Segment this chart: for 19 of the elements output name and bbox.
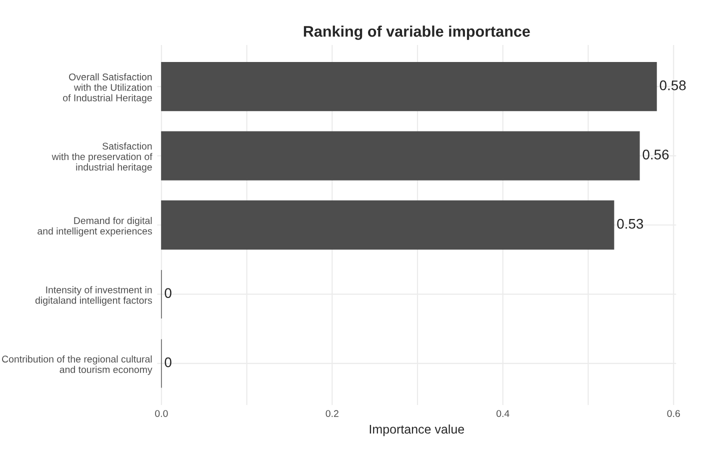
data-label: 0: [164, 288, 172, 298]
data-label: 0.58: [660, 80, 686, 90]
y-tick-label: Overall Satisfaction with the Utilization of Industrial Heritage: [63, 73, 152, 104]
x-tick-label: 0.2: [326, 410, 338, 417]
bar: [161, 200, 614, 250]
y-tick-label: Satisfaction with the preservation of industrial heritage: [52, 142, 152, 172]
data-label: 0.56: [642, 150, 669, 160]
x-axis-title: Importance value: [370, 424, 464, 436]
y-tick-label: Contribution of the regional cultural and tourism economy: [2, 355, 152, 375]
x-tick-label: 0.4: [496, 410, 510, 417]
data-label: 0: [164, 357, 172, 368]
y-tick-label: Intensity of investment in digitaland intelligent factors: [35, 286, 152, 306]
x-tick-label: 0.6: [667, 410, 680, 417]
y-tick-label: Demand for digital and intelligent experiences: [38, 216, 152, 236]
chart-title: Ranking of variable importance: [304, 26, 530, 40]
bar: [161, 131, 640, 180]
bar: [161, 62, 657, 112]
x-tick-label: 0.0: [155, 410, 168, 417]
data-label: 0.53: [617, 218, 644, 229]
